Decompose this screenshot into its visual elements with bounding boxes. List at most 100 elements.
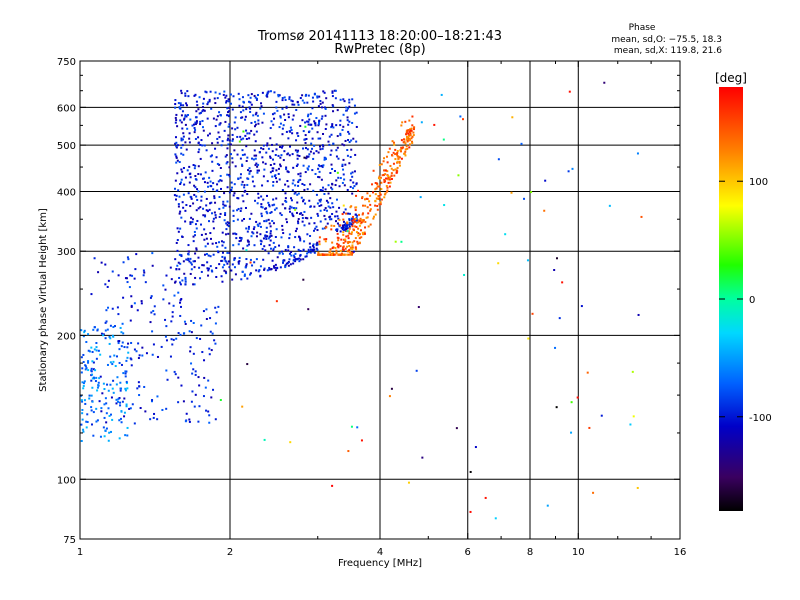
data-point (343, 144, 346, 147)
data-point (85, 426, 88, 429)
data-point (558, 317, 561, 320)
data-point (257, 196, 260, 199)
data-point (208, 132, 211, 135)
data-point (87, 333, 90, 336)
data-point (190, 331, 193, 334)
data-point (209, 90, 212, 93)
data-point (190, 216, 193, 219)
data-point (260, 212, 263, 215)
data-point (204, 245, 207, 248)
data-point (285, 130, 288, 133)
data-point (124, 375, 127, 378)
data-point (206, 210, 209, 213)
data-point (264, 234, 267, 237)
data-point (262, 258, 265, 261)
data-point (379, 201, 382, 204)
data-point (247, 240, 250, 243)
data-point (181, 170, 184, 173)
data-point (226, 200, 229, 203)
data-point (336, 242, 339, 245)
data-point (118, 361, 121, 364)
data-point (197, 207, 200, 210)
data-point (315, 150, 318, 153)
data-point (398, 164, 401, 167)
data-point (256, 169, 259, 172)
data-point (192, 322, 195, 325)
data-point (247, 94, 250, 97)
data-point (240, 138, 243, 141)
data-point (336, 171, 339, 174)
data-point (236, 126, 239, 129)
data-point (271, 204, 274, 207)
data-point (212, 182, 215, 185)
data-point (87, 349, 90, 352)
data-point (319, 100, 322, 103)
data-point (93, 348, 96, 351)
data-point (323, 158, 326, 161)
data-point (372, 215, 375, 218)
data-point (387, 175, 390, 178)
data-point (367, 212, 370, 215)
data-point (265, 210, 268, 213)
data-point (254, 113, 257, 116)
data-point (310, 123, 313, 126)
data-point (567, 170, 570, 173)
data-point (123, 397, 126, 400)
data-point (317, 253, 320, 256)
data-point (327, 184, 330, 187)
data-point (105, 309, 108, 312)
data-point (296, 132, 299, 135)
data-point (143, 271, 146, 274)
data-point (218, 92, 221, 95)
data-point (407, 481, 410, 484)
data-point (214, 322, 217, 325)
data-point (357, 227, 360, 230)
data-point (317, 167, 320, 170)
data-point (396, 153, 399, 156)
data-point (348, 219, 351, 222)
data-point (290, 199, 293, 202)
data-point (363, 198, 366, 201)
data-point (82, 387, 85, 390)
data-point (225, 154, 228, 157)
data-point (219, 179, 222, 182)
data-point (181, 144, 184, 147)
data-point (399, 149, 402, 152)
data-point (296, 154, 299, 157)
data-point (334, 184, 337, 187)
data-point (390, 387, 393, 390)
data-point (397, 157, 400, 160)
data-point (244, 206, 247, 209)
data-point (324, 114, 327, 117)
data-point (205, 209, 208, 212)
data-point (388, 147, 391, 150)
data-point (342, 218, 345, 221)
data-point (227, 125, 230, 128)
data-point (369, 209, 372, 212)
data-point (298, 260, 301, 263)
data-point (374, 213, 377, 216)
data-point (91, 386, 94, 389)
data-point (225, 228, 228, 231)
data-point (237, 197, 240, 200)
data-point (304, 94, 307, 97)
data-point (356, 214, 359, 217)
data-point (355, 216, 358, 219)
data-point (368, 200, 371, 203)
data-point (324, 207, 327, 210)
data-point (357, 234, 360, 237)
data-point (358, 233, 361, 236)
data-point (241, 180, 244, 183)
data-point (218, 263, 221, 266)
data-point (111, 418, 114, 421)
data-point (190, 197, 193, 200)
data-point (291, 132, 294, 135)
data-point (375, 182, 378, 185)
data-point (404, 154, 407, 157)
data-point (301, 213, 304, 216)
data-point (237, 262, 240, 265)
data-point (379, 176, 382, 179)
data-point (153, 305, 156, 308)
data-point (419, 196, 422, 199)
